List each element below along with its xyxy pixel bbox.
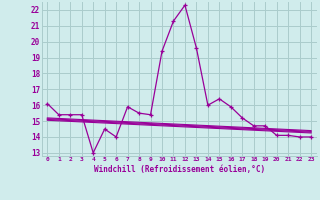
X-axis label: Windchill (Refroidissement éolien,°C): Windchill (Refroidissement éolien,°C)	[94, 165, 265, 174]
